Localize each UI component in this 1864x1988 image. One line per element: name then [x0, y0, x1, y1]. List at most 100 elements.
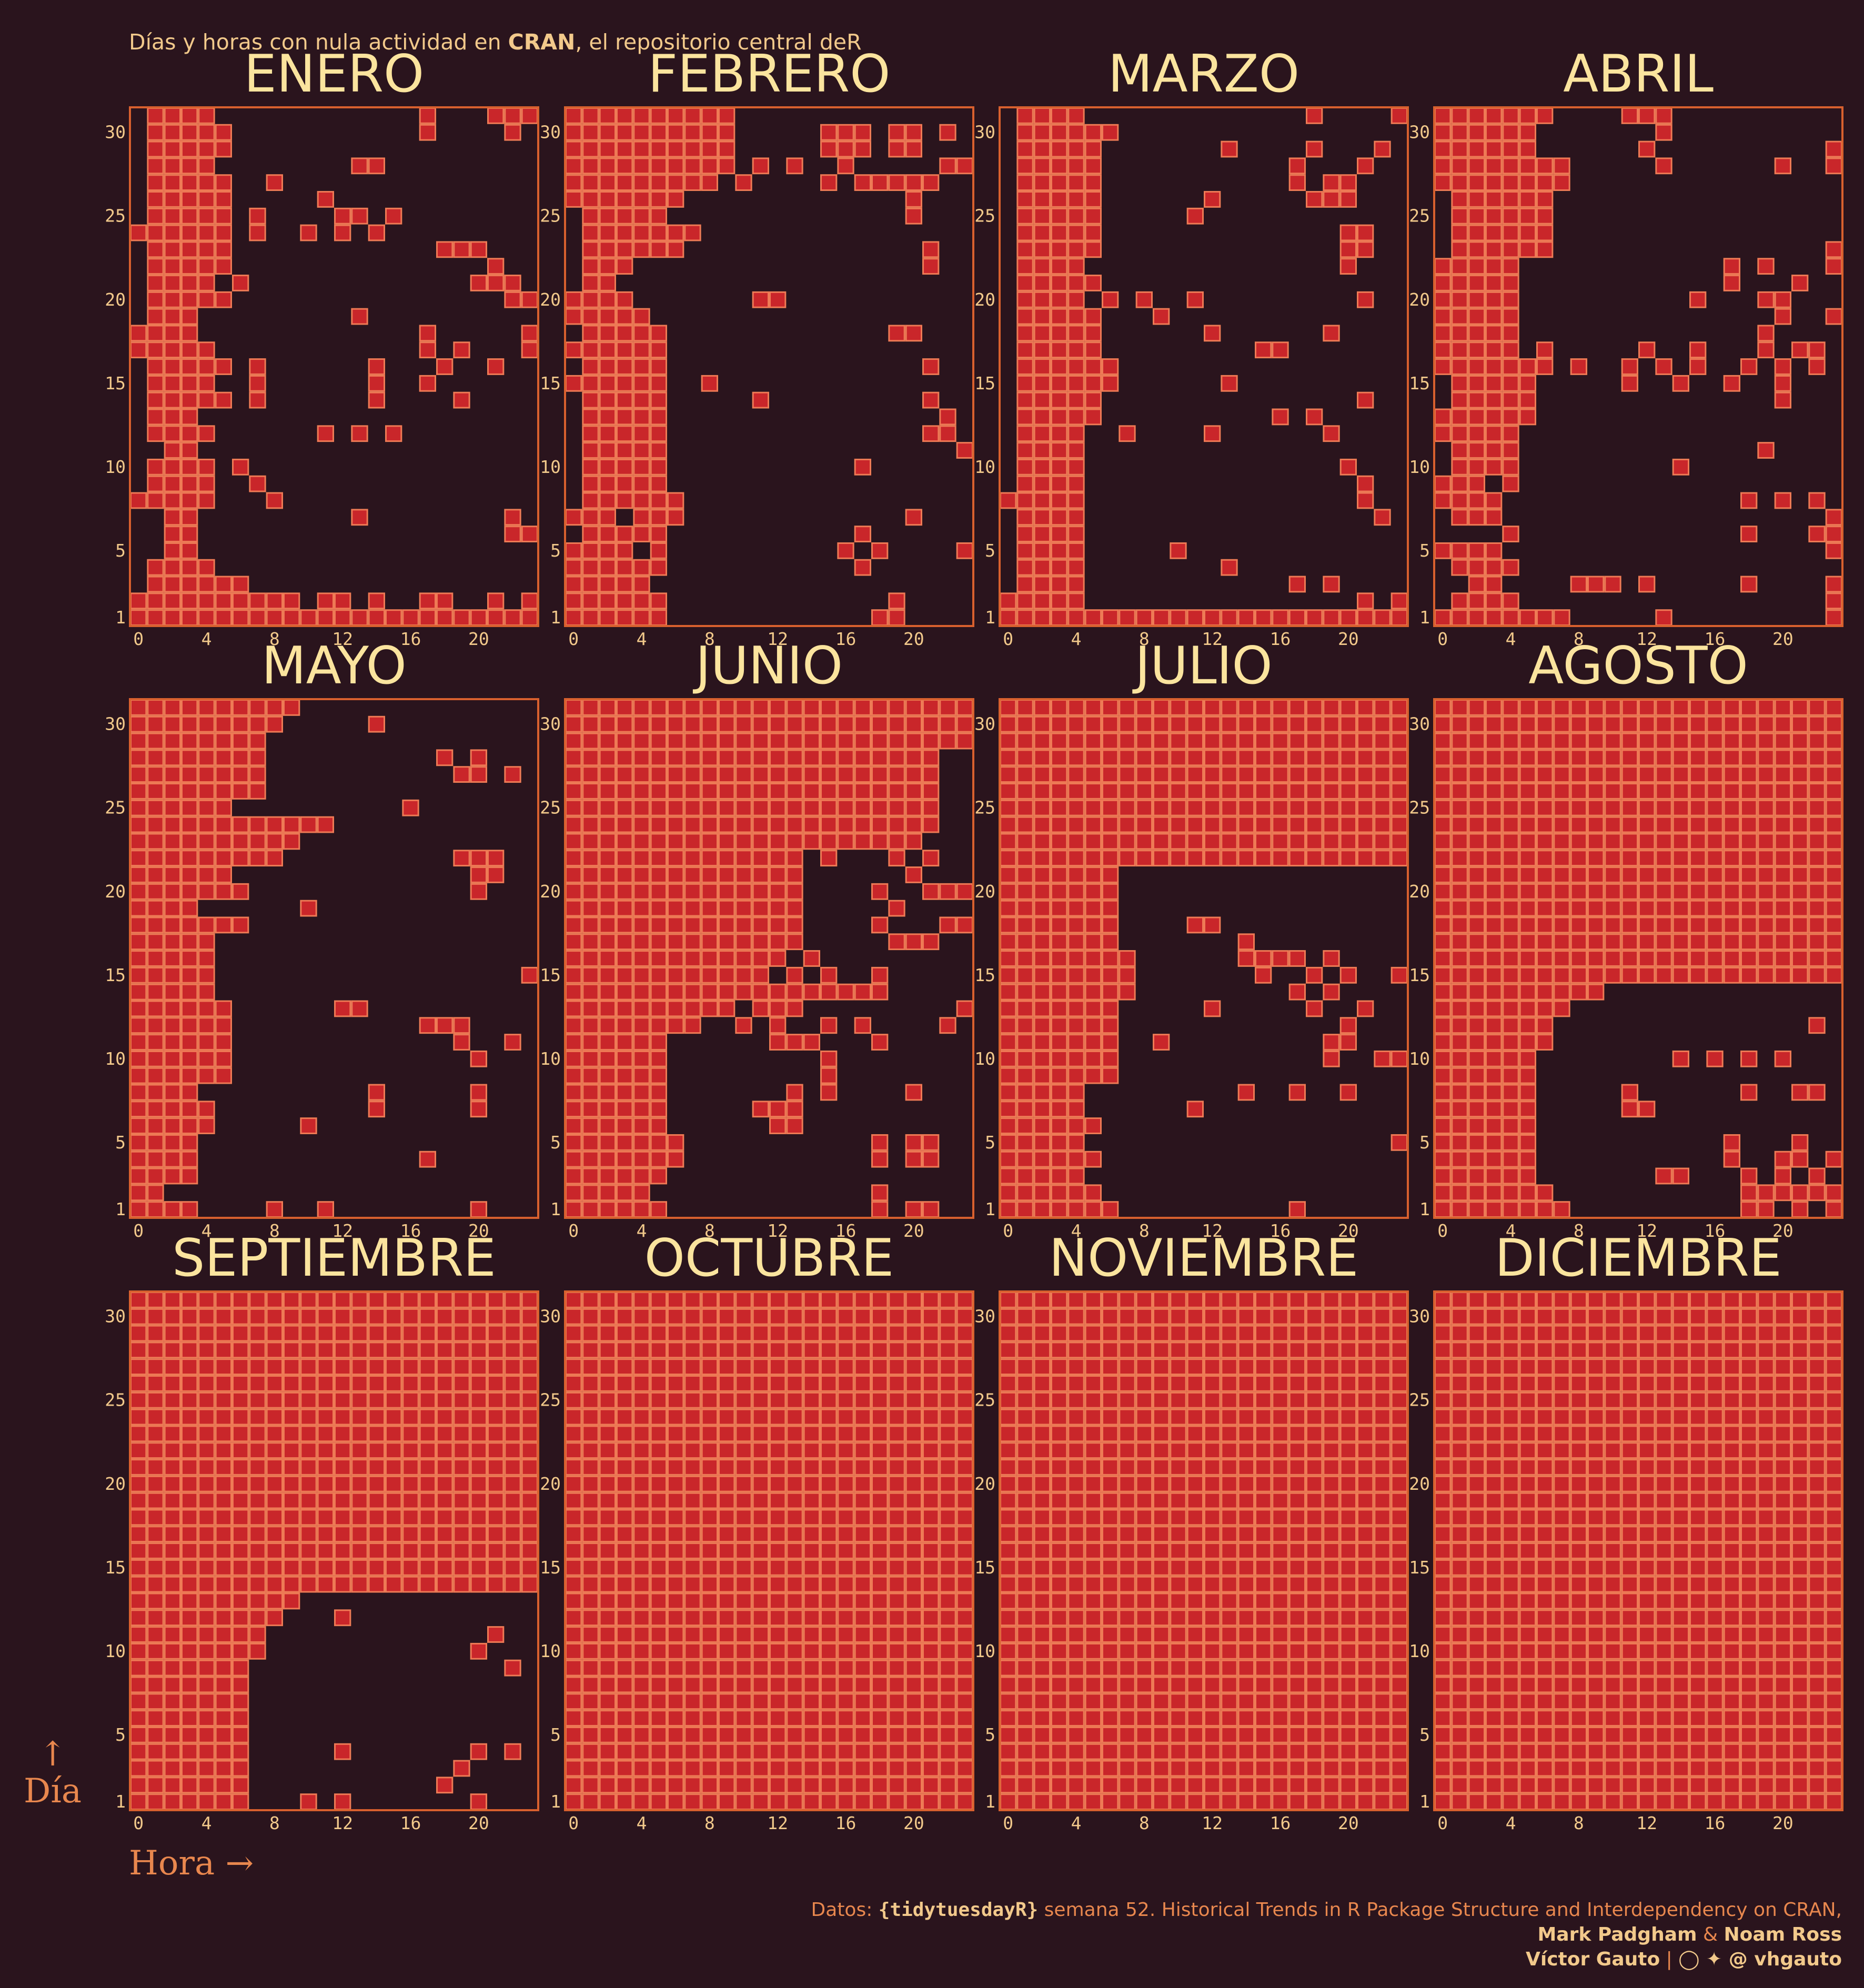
heatmap-tile: [701, 783, 718, 800]
heatmap-tile: [1604, 699, 1621, 716]
heatmap-tile: [905, 1526, 923, 1543]
heatmap-tile: [1689, 1710, 1707, 1727]
heatmap-tile: [633, 1760, 650, 1777]
heatmap-tile: [198, 1777, 215, 1794]
y-tick-label: 25: [540, 798, 561, 818]
heatmap-tile: [181, 1341, 198, 1359]
heatmap-tile: [888, 766, 905, 783]
heatmap-tile: [1791, 749, 1809, 766]
heatmap-tile: [752, 1442, 769, 1459]
heatmap-tile: [198, 1391, 215, 1409]
heatmap-tile: [215, 916, 233, 934]
heatmap-tile: [1102, 883, 1119, 900]
heatmap-tile: [249, 207, 266, 225]
heatmap-tile: [436, 609, 454, 626]
heatmap-tile: [1638, 1659, 1656, 1677]
heatmap-tile: [181, 191, 198, 208]
heatmap-tile: [181, 1117, 198, 1134]
heatmap-tile: [1519, 799, 1537, 816]
heatmap-tile: [1306, 1425, 1323, 1442]
heatmap-tile: [368, 592, 385, 610]
heatmap-tile: [735, 783, 752, 800]
heatmap-tile: [198, 241, 215, 258]
heatmap-tile: [147, 933, 164, 951]
heatmap-tile: [487, 850, 505, 867]
heatmap-tile: [198, 715, 215, 733]
heatmap-tile: [854, 833, 872, 850]
heatmap-tile: [1502, 341, 1519, 359]
heatmap-tile: [1255, 1475, 1272, 1492]
heatmap-tile: [300, 1442, 317, 1459]
heatmap-tile: [871, 1291, 889, 1308]
heatmap-tile: [1255, 1291, 1272, 1308]
heatmap-tile: [922, 1341, 940, 1359]
heatmap-tile: [1536, 609, 1554, 626]
heatmap-tile: [1502, 207, 1519, 225]
heatmap-tile: [1033, 1777, 1051, 1794]
heatmap-tile: [820, 1760, 838, 1777]
heatmap-tile: [769, 1117, 787, 1134]
heatmap-tile: [453, 241, 470, 258]
heatmap-tile: [786, 1559, 803, 1576]
heatmap-tile: [1374, 1050, 1391, 1067]
heatmap-tile: [1723, 916, 1741, 934]
heatmap-tile: [147, 1492, 164, 1509]
heatmap-tile: [504, 1492, 521, 1509]
heatmap-tile: [368, 1341, 385, 1359]
heatmap-tile: [215, 1000, 233, 1017]
heatmap-tile: [232, 1375, 249, 1392]
heatmap-tile: [334, 1291, 351, 1308]
heatmap-tile: [956, 1325, 974, 1342]
heatmap-tile: [1451, 275, 1468, 291]
heatmap-tile: [1434, 900, 1452, 917]
heatmap-tile: [1485, 1117, 1503, 1134]
heatmap-tile: [1033, 1760, 1051, 1777]
heatmap-tile: [1621, 1777, 1638, 1794]
month-title: ABRIL: [1563, 44, 1714, 104]
heatmap-tile: [147, 1167, 164, 1185]
heatmap-tile: [453, 1358, 470, 1376]
heatmap-tile: [334, 1341, 351, 1359]
heatmap-tile: [1033, 1726, 1051, 1743]
heatmap-tile: [650, 1017, 668, 1034]
heatmap-tile: [735, 1726, 752, 1743]
heatmap-tile: [650, 475, 668, 492]
heatmap-tile: [1000, 966, 1017, 984]
heatmap-tile: [1339, 732, 1357, 750]
y-tick-label: 30: [105, 122, 126, 143]
heatmap-tile: [684, 732, 701, 750]
y-tick-label: 15: [540, 1557, 561, 1578]
heatmap-tile: [905, 1542, 923, 1559]
heatmap-tile: [1016, 715, 1034, 733]
heatmap-tile: [1689, 1760, 1707, 1777]
heatmap-tile: [1434, 325, 1452, 342]
heatmap-tile: [1255, 950, 1272, 967]
heatmap-tile: [1153, 1726, 1170, 1743]
heatmap-tile: [1825, 241, 1843, 258]
heatmap-tile: [786, 883, 803, 900]
heatmap-tile: [1434, 1743, 1452, 1760]
heatmap-tile: [871, 1184, 889, 1202]
heatmap-tile: [1519, 916, 1537, 934]
heatmap-tile: [1519, 866, 1537, 883]
heatmap-tile: [599, 207, 616, 225]
y-tick-label: 5: [550, 1132, 561, 1153]
heatmap-tile: [1119, 1626, 1136, 1643]
heatmap-tile: [582, 1760, 599, 1777]
heatmap-tile: [1655, 1710, 1672, 1727]
heatmap-tile: [650, 1576, 668, 1593]
heatmap-tile: [1655, 883, 1672, 900]
heatmap-tile: [1323, 1509, 1340, 1526]
heatmap-tile: [1451, 950, 1468, 967]
heatmap-tile: [1084, 983, 1102, 1001]
heatmap-tile: [1519, 107, 1537, 124]
heatmap-tile: [1051, 1358, 1068, 1376]
heatmap-tile: [735, 732, 752, 750]
heatmap-tile: [565, 866, 582, 883]
heatmap-tile: [1655, 850, 1672, 867]
heatmap-tile: [504, 1509, 521, 1526]
heatmap-tile: [1570, 966, 1587, 984]
heatmap-tile: [487, 1442, 505, 1459]
heatmap-tile: [599, 1101, 616, 1118]
heatmap-tile: [1016, 425, 1034, 442]
